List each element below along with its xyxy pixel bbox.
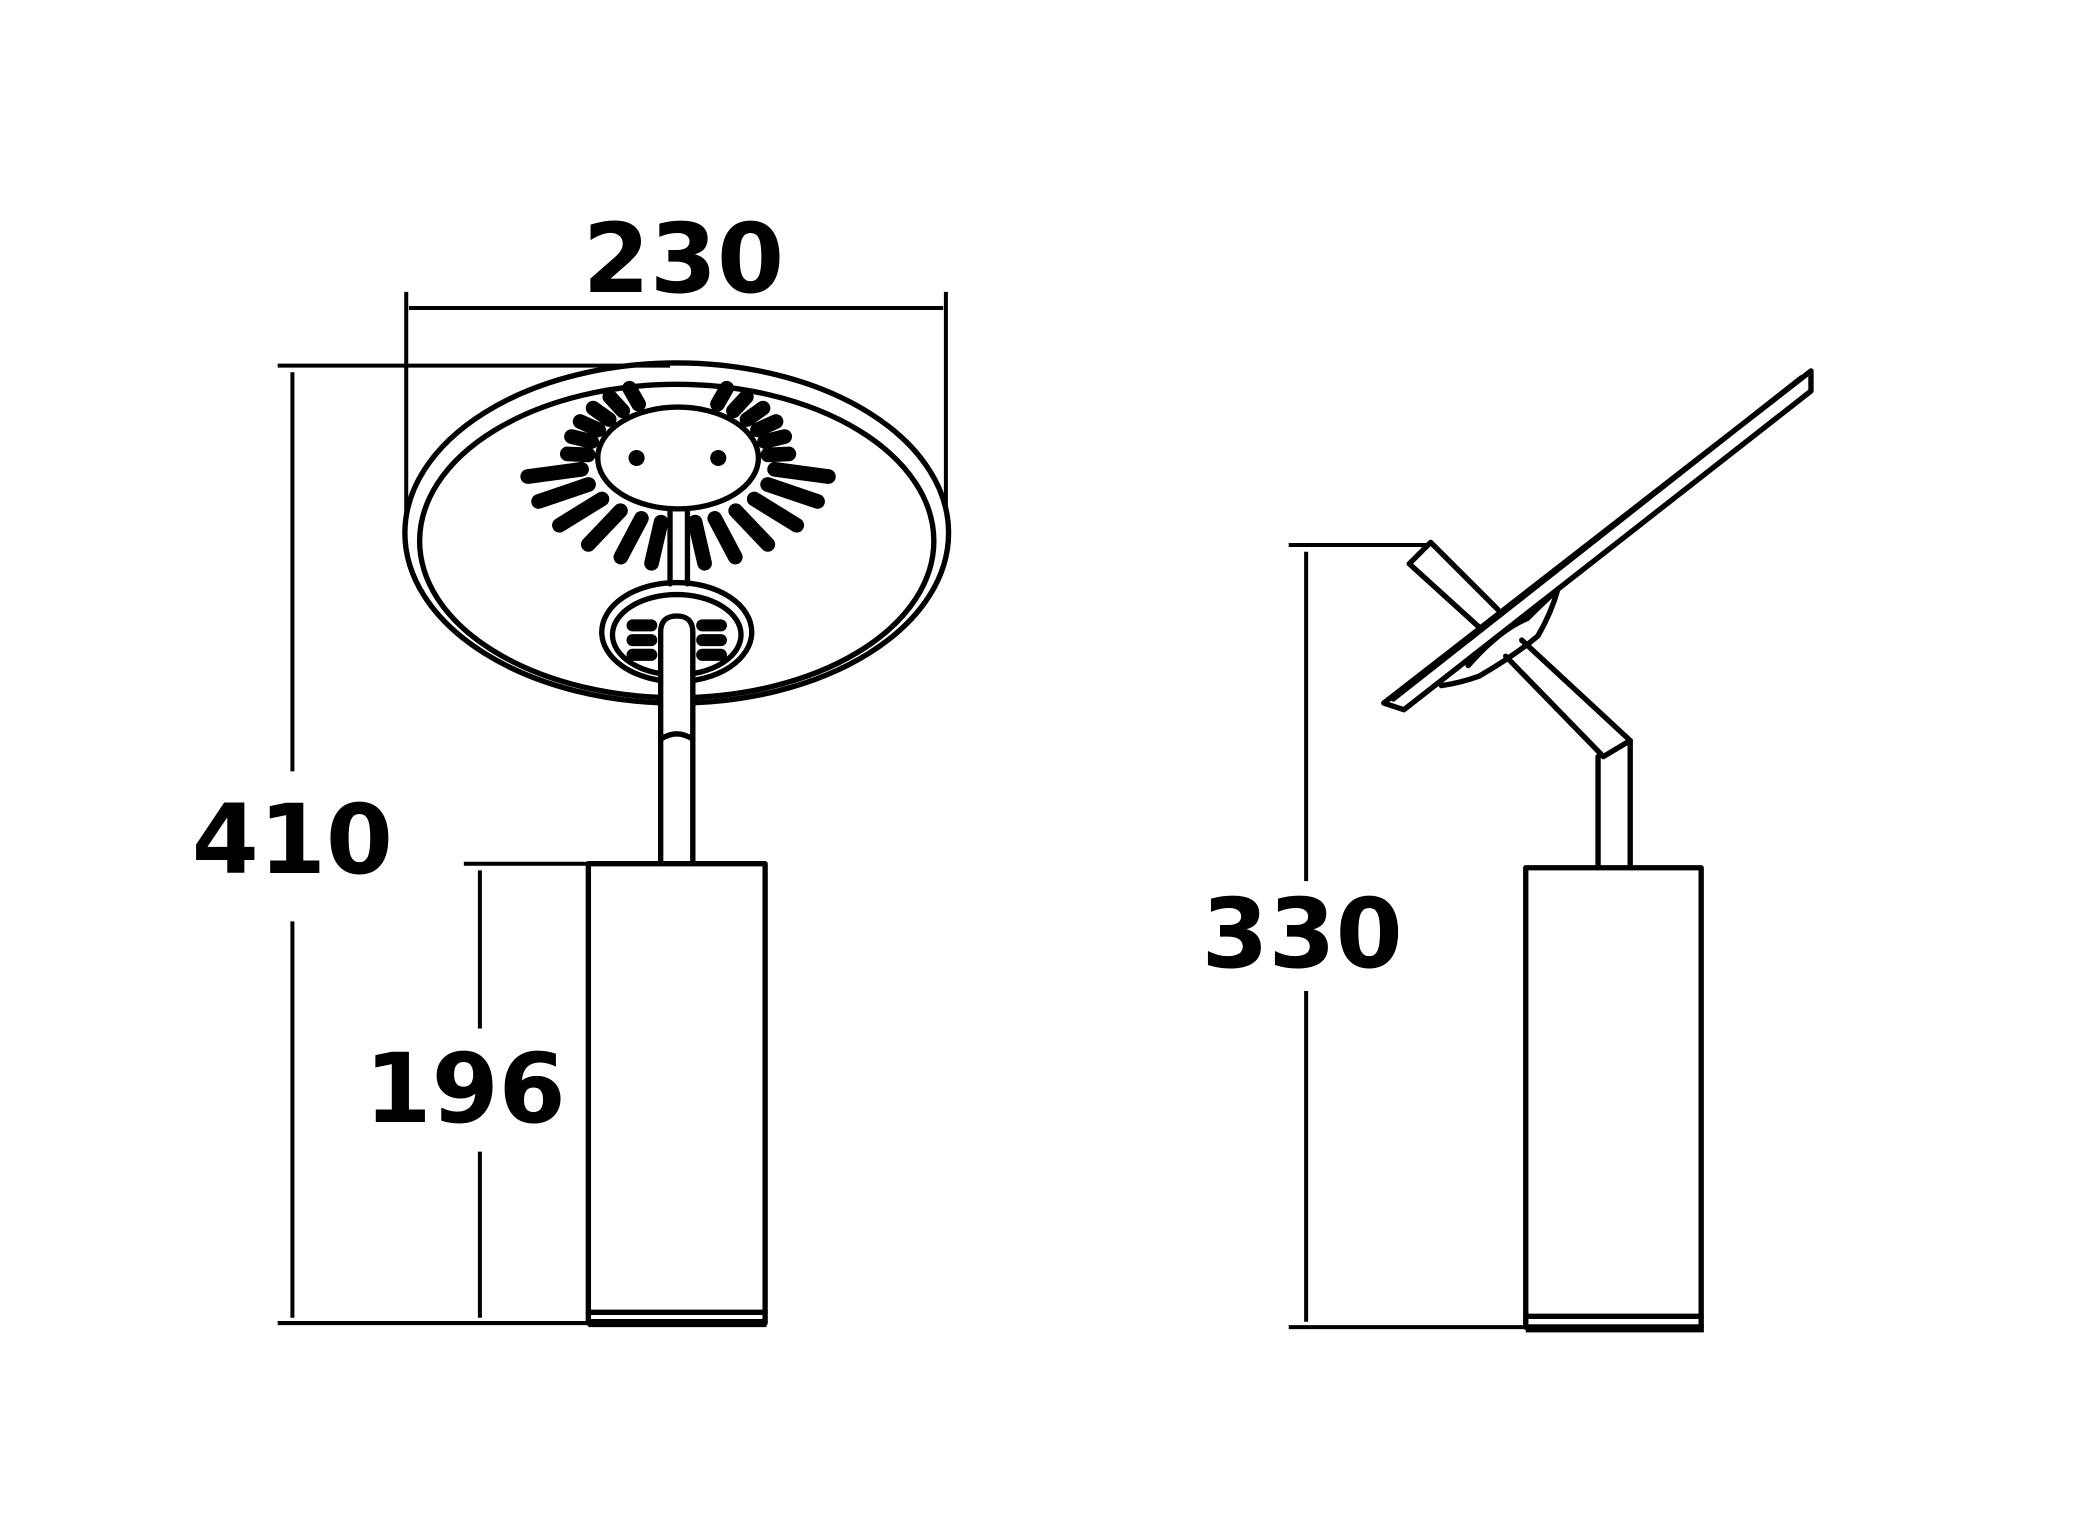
side-arm <box>1406 539 1633 760</box>
nozzle <box>760 477 825 509</box>
dim-330-label: 330 <box>1201 878 1402 990</box>
dim-230-label: 230 <box>583 203 784 315</box>
center-spray-disc <box>595 404 762 512</box>
base-block <box>585 861 768 1326</box>
nozzle <box>750 414 784 438</box>
nozzle <box>728 503 776 552</box>
nozzle <box>746 491 805 533</box>
nozzle <box>760 446 797 463</box>
nozzle <box>767 461 836 484</box>
center-dot-right <box>710 449 727 467</box>
nozzle <box>710 380 735 412</box>
center-dot-left <box>628 449 645 467</box>
front-view: 230 410 196 <box>192 203 952 1328</box>
nozzle <box>585 400 617 427</box>
nozzle <box>644 514 669 571</box>
side-view: 330 <box>1201 368 1814 1333</box>
nozzle-ring <box>520 380 836 571</box>
arm-joint <box>657 731 696 742</box>
side-base-block <box>1523 865 1704 1330</box>
nozzle <box>552 491 610 533</box>
nozzle <box>687 514 712 571</box>
nozzle <box>572 414 606 438</box>
nozzle <box>726 389 754 419</box>
nozzle <box>520 461 589 484</box>
nozzle <box>602 389 631 419</box>
dim-196-label: 196 <box>365 1033 566 1145</box>
nozzle <box>707 511 743 565</box>
lower-nozzles <box>626 619 727 661</box>
nozzle <box>580 503 628 552</box>
nozzle <box>559 446 596 463</box>
nozzle <box>757 429 793 449</box>
nozzle <box>564 429 599 449</box>
side-head-hub <box>1438 586 1561 689</box>
arm-pipe <box>657 613 696 867</box>
nozzle <box>531 477 596 509</box>
nozzle <box>739 400 771 427</box>
side-shower-plate <box>1381 368 1814 713</box>
nozzle <box>622 380 646 412</box>
nozzle <box>613 511 649 565</box>
dim-410-label: 410 <box>192 784 393 896</box>
